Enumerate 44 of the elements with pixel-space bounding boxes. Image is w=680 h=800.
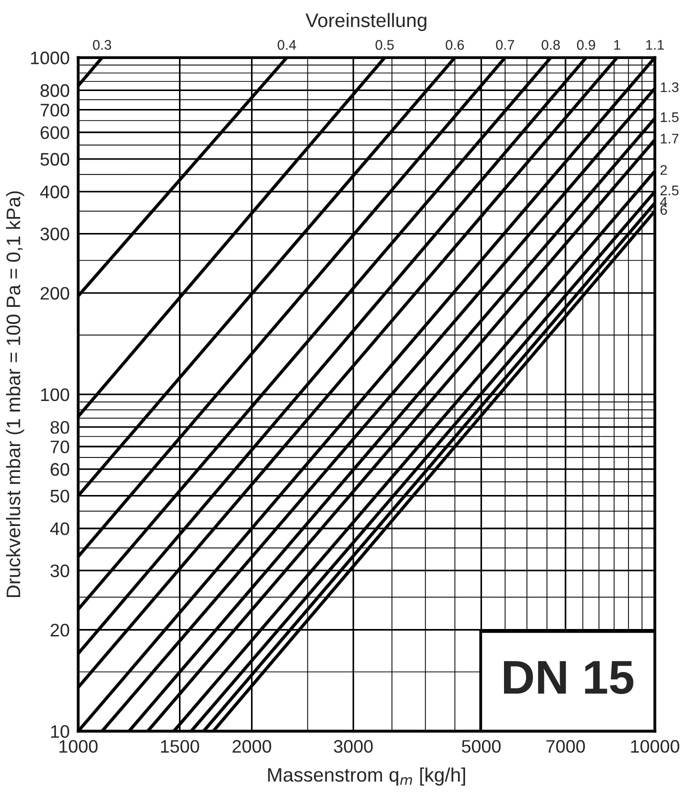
x-tick-label: 1500 [161,740,200,753]
y-tick-label: 400 [40,186,70,198]
series-label: 0.7 [496,40,514,50]
series-label: 0.8 [542,40,560,50]
x-tick-label: 3000 [334,740,373,753]
series-label: 1.1 [646,40,664,50]
annotation: DN 15 [504,661,634,694]
y-tick-label: 200 [40,286,70,300]
x-tick-label: 7000 [546,740,585,753]
series-label: 2 [660,165,667,175]
y-tick-label: 700 [40,104,70,116]
y-tick-label: 50 [50,490,70,503]
series-label: 2.5 [660,186,679,196]
y-tick-label: 300 [40,228,70,240]
y-tick-label: 60 [50,463,70,476]
y-tick-label: 30 [50,564,70,578]
y-tick-label: 40 [50,522,70,536]
series-label: 1.5 [660,112,679,122]
y-tick-label: 20 [50,624,70,637]
series-label: 1.7 [660,134,678,144]
series-label: 1.3 [660,82,678,92]
y-tick-label: 70 [50,440,70,454]
x-tick-label: 2000 [232,740,272,753]
series-label: 0.6 [446,40,464,50]
y-tick-label: 80 [50,420,70,434]
y-tick-label: 800 [40,84,70,97]
y-tick-label: 500 [40,152,70,166]
y-tick-label: 10 [51,725,70,738]
x-tick-label: 10000 [631,740,680,753]
series-label: 6 [660,205,667,215]
series-label: 0.9 [577,40,596,50]
y-axis-title: Druckverlust mbar (1 mbar = 100 Pa = 0,1 kPa) [6,191,24,598]
series-label: 4 [660,197,668,207]
x-tick-label: 5000 [462,740,501,753]
x-tick-label: 1000 [59,740,98,753]
series-label: 0.5 [376,40,394,50]
series-label: 0.4 [278,40,296,50]
y-tick-label: 600 [40,126,70,140]
x-axis-title: Massenstrom q$_{m}$ [kg/h] [268,767,466,786]
chart-title: Voreinstellung [306,12,426,32]
y-tick-label: 100 [41,388,70,402]
y-tick-label: 1000 [31,52,70,64]
series-label: 0.3 [92,40,112,50]
series-label: 1 [614,40,620,50]
